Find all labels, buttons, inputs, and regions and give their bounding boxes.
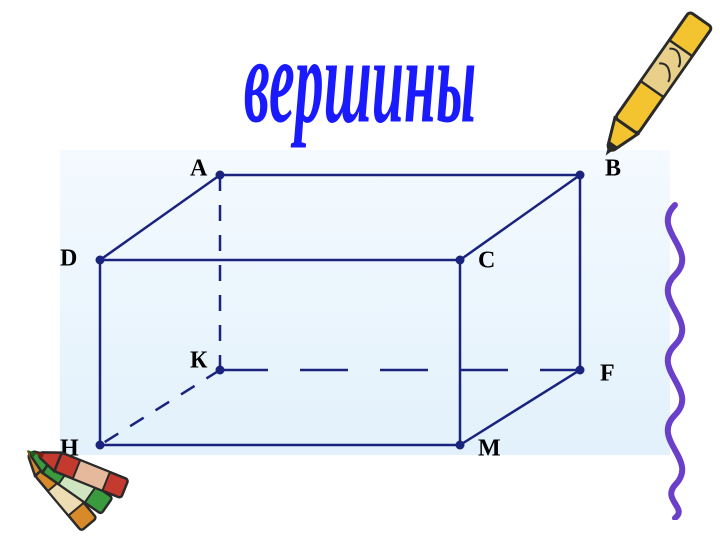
vertex-dot-D (96, 256, 105, 265)
squiggle-right-icon (640, 200, 710, 520)
vertex-label-D: D (60, 246, 77, 272)
vertex-label-C: C (478, 248, 495, 274)
vertex-label-M: M (478, 436, 501, 462)
vertex-label-F: F (600, 361, 615, 387)
vertex-dot-K (216, 366, 225, 375)
stage: { "title": { "text": "вершины", "color":… (0, 0, 720, 540)
crayon-top-right-icon (595, 5, 715, 185)
vertex-dot-C (456, 256, 465, 265)
vertex-label-A: A (190, 156, 208, 182)
vertex-dot-M (456, 441, 465, 450)
vertex-dot-B (576, 171, 585, 180)
crayons-bottom-left-icon (5, 420, 155, 538)
vertex-dot-A (216, 171, 225, 180)
vertex-label-K: К (190, 348, 208, 374)
vertex-dot-F (576, 366, 585, 375)
